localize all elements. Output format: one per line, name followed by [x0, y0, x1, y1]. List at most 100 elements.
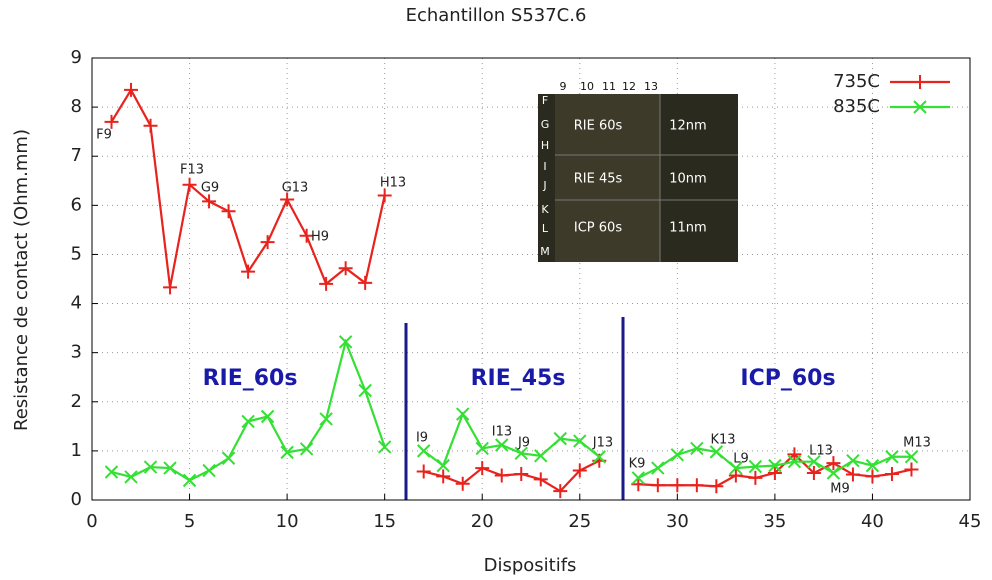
point [787, 454, 802, 469]
point [377, 440, 392, 454]
point-annotation: K9 [629, 457, 646, 472]
point [748, 470, 763, 485]
region-label: ICP_60s [740, 366, 835, 391]
point [202, 194, 217, 209]
point [885, 450, 899, 464]
y-tick-label: 4 [71, 293, 82, 314]
y-tick-label: 6 [71, 194, 82, 215]
point-annotation: L13 [809, 444, 833, 459]
y-tick-label: 8 [71, 96, 82, 117]
y-tick-label: 3 [71, 342, 82, 363]
point [104, 465, 119, 479]
point [748, 459, 763, 474]
point [416, 444, 431, 458]
point-annotation: J13 [592, 436, 613, 451]
inset-thickness: 10nm [669, 172, 706, 187]
x-tick-label: 10 [276, 511, 299, 532]
point [495, 438, 509, 452]
point [709, 445, 724, 459]
point [514, 466, 529, 481]
point [163, 461, 177, 475]
point [690, 441, 704, 456]
point [904, 450, 919, 464]
inset-thickness: 11nm [669, 221, 706, 236]
inset-thickness: 12nm [669, 119, 706, 134]
point [241, 414, 255, 429]
point [650, 478, 665, 493]
inset-column-label: 13 [644, 80, 658, 93]
point-annotation: I9 [416, 431, 428, 446]
region-label: RIE_45s [471, 366, 566, 391]
y-tick-label: 5 [71, 243, 82, 264]
point-annotation: F13 [180, 163, 204, 178]
point [865, 458, 880, 473]
legend-label: 835C [833, 96, 880, 117]
point [221, 204, 236, 219]
point [846, 454, 860, 468]
inset-column-label: 10 [580, 80, 594, 93]
x-tick-label: 45 [959, 511, 982, 532]
point [143, 460, 158, 474]
point [826, 466, 841, 480]
point [913, 100, 927, 114]
point [913, 75, 927, 89]
point [124, 82, 139, 97]
x-tick-label: 40 [861, 511, 884, 532]
point [416, 464, 431, 479]
point [456, 407, 470, 421]
point [494, 468, 509, 483]
point [709, 479, 724, 494]
point [143, 118, 158, 133]
point [787, 447, 802, 462]
point-annotation: F9 [96, 128, 112, 143]
inset-row-label: I [543, 160, 546, 173]
point [553, 484, 568, 499]
point [728, 468, 743, 483]
chart-title: Echantillon S537C.6 [406, 5, 587, 26]
point [299, 228, 314, 243]
inset-row-label: F [542, 94, 548, 107]
x-tick-label: 30 [666, 511, 689, 532]
point [865, 469, 880, 484]
point [475, 461, 490, 476]
inset-column-label: 9 [560, 80, 567, 93]
point [904, 462, 919, 477]
inset-row-label: L [542, 222, 549, 235]
point [280, 445, 294, 460]
point [221, 451, 236, 465]
point [182, 177, 197, 192]
x-tick-label: 15 [373, 511, 396, 532]
point [124, 470, 138, 484]
point [670, 478, 685, 493]
region-label: RIE_60s [203, 366, 298, 391]
point [260, 409, 275, 424]
point [553, 431, 567, 446]
point [241, 264, 256, 279]
point [572, 463, 587, 478]
point [377, 188, 392, 203]
point [845, 467, 860, 482]
point [826, 456, 841, 471]
y-tick-label: 7 [71, 145, 82, 166]
y-tick-label: 1 [71, 440, 82, 461]
inset-row-label: J [542, 179, 546, 192]
point [260, 235, 275, 250]
point [651, 461, 665, 475]
point [436, 469, 451, 484]
point [533, 472, 548, 487]
point [729, 461, 743, 475]
point [299, 442, 314, 456]
inset-process: RIE 45s [574, 172, 623, 187]
point [768, 458, 782, 473]
point [631, 471, 646, 485]
x-tick-label: 35 [763, 511, 786, 532]
plot-frame [91, 57, 971, 501]
x-tick-label: 5 [184, 511, 195, 532]
y-tick-label: 9 [71, 47, 82, 68]
point-annotation: H9 [311, 230, 329, 245]
x-tick-label: 25 [568, 511, 591, 532]
point [436, 458, 450, 473]
